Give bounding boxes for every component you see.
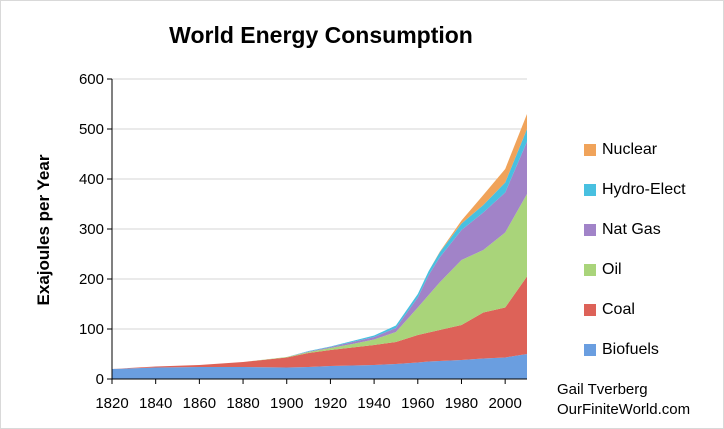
legend-label-nat-gas: Nat Gas (602, 221, 661, 238)
legend-label-nuclear: Nuclear (602, 141, 658, 158)
legend-item-biofuels: Biofuels (584, 330, 714, 370)
x-tick-label-2000: 2000 (488, 395, 521, 412)
y-tick-label-600: 600 (79, 71, 104, 88)
area-series-oil (112, 194, 527, 369)
y-tick-label-200: 200 (79, 271, 104, 288)
legend-item-oil: Oil (584, 250, 714, 290)
chart-title: World Energy Consumption (169, 22, 473, 48)
x-tick-label-1940: 1940 (357, 395, 390, 412)
legend-label-biofuels: Biofuels (602, 341, 659, 358)
y-tick-label-100: 100 (79, 321, 104, 338)
x-tick-label-1840: 1840 (139, 395, 172, 412)
x-tick-label-1980: 1980 (445, 395, 478, 412)
y-tick-label-400: 400 (79, 171, 104, 188)
area-series-coal (112, 276, 527, 369)
y-tick-label-0: 0 (96, 371, 104, 388)
area-series-nat-gas (112, 141, 527, 369)
x-tick-label-1960: 1960 (401, 395, 434, 412)
credit: Gail Tverberg OurFiniteWorld.com (557, 380, 690, 420)
legend-item-coal: Coal (584, 290, 714, 330)
legend-swatch-biofuels (584, 344, 596, 356)
legend-swatch-oil (584, 264, 596, 276)
x-tick-label-1900: 1900 (270, 395, 303, 412)
legend-item-hydro-elect: Hydro-Elect (584, 170, 714, 210)
y-tick-label-500: 500 (79, 121, 104, 138)
x-tick-label-1920: 1920 (314, 395, 347, 412)
credit-author: Gail Tverberg (557, 381, 648, 398)
chart-legend: Nuclear Hydro-Elect Nat Gas Oil Coal Biofuels (584, 130, 714, 370)
y-tick-label-300: 300 (79, 221, 104, 238)
y-axis-label: Exajoules per Year (34, 154, 53, 306)
legend-swatch-nuclear (584, 144, 596, 156)
legend-item-nat-gas: Nat Gas (584, 210, 714, 250)
legend-swatch-coal (584, 304, 596, 316)
x-tick-label-1820: 1820 (95, 395, 128, 412)
credit-website: OurFiniteWorld.com (557, 401, 691, 418)
x-tick-label-1880: 1880 (226, 395, 259, 412)
x-tick-label-1860: 1860 (183, 395, 216, 412)
legend-label-hydro-elect: Hydro-Elect (602, 181, 686, 198)
legend-swatch-hydro-elect (584, 184, 596, 196)
legend-item-nuclear: Nuclear (584, 130, 714, 170)
legend-label-oil: Oil (602, 261, 622, 278)
legend-label-coal: Coal (602, 301, 635, 318)
legend-swatch-nat-gas (584, 224, 596, 236)
area-series-hydro-elect (112, 129, 527, 369)
